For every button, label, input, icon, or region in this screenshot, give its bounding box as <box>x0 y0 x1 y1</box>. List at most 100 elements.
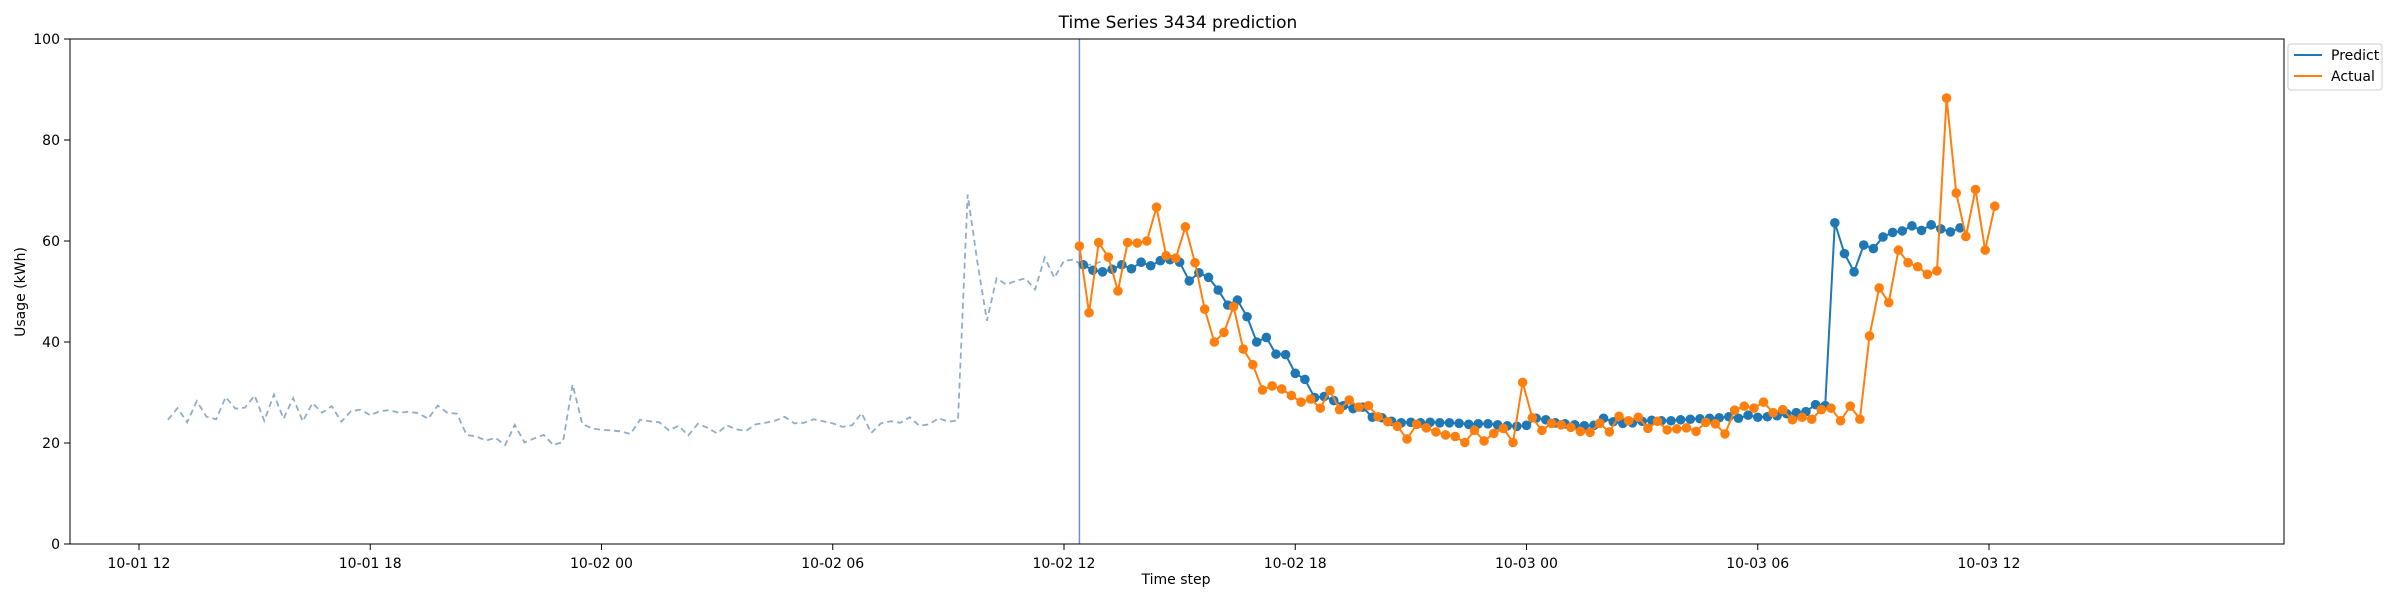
actual-point-21 <box>1276 384 1287 394</box>
predict-point-18 <box>1251 337 1262 347</box>
actual-point-35 <box>1411 419 1422 430</box>
actual-point-41 <box>1469 425 1480 436</box>
actual-point-16 <box>1228 301 1239 312</box>
actual-point-55 <box>1604 427 1615 437</box>
predict-point-80 <box>1849 267 1859 277</box>
predict-point-40 <box>1463 419 1474 430</box>
actual-point-87 <box>1912 261 1923 272</box>
actual-point-3 <box>1103 252 1114 262</box>
legend-actual-label: Actual <box>2331 69 2375 85</box>
x-tick-label-0: 10-01 12 <box>108 556 171 572</box>
actual-point-63 <box>1681 423 1692 433</box>
actual-point-66 <box>1710 419 1721 429</box>
predict-series-group <box>1078 218 1965 432</box>
predict-point-7 <box>1145 260 1156 271</box>
actual-point-11 <box>1180 222 1191 232</box>
actual-point-85 <box>1893 245 1904 255</box>
x-tick-label-5: 10-02 18 <box>1264 556 1327 572</box>
actual-point-6 <box>1132 238 1143 248</box>
actual-point-83 <box>1874 283 1884 293</box>
actual-point-36 <box>1421 423 1432 433</box>
actual-point-67 <box>1720 429 1730 439</box>
series-layer <box>1074 93 2000 448</box>
actual-point-12 <box>1190 257 1200 268</box>
predict-point-63 <box>1685 414 1696 425</box>
actual-point-92 <box>1961 231 1971 242</box>
actual-point-22 <box>1286 390 1297 401</box>
actual-point-2 <box>1093 237 1104 248</box>
actual-series-group <box>1074 93 2000 448</box>
actual-point-31 <box>1373 411 1383 422</box>
predict-point-86 <box>1907 221 1917 231</box>
predict-point-79 <box>1839 248 1850 259</box>
axis-layer: 0 20 40 60 80 100 10-01 12 10-01 18 10-02 00 10-0… <box>33 32 2020 572</box>
history-layer <box>167 39 1103 544</box>
actual-point-20 <box>1267 381 1277 391</box>
actual-point-45 <box>1508 437 1518 448</box>
actual-point-72 <box>1768 407 1778 418</box>
actual-point-26 <box>1325 385 1335 396</box>
y-tick-label-80: 80 <box>42 133 60 149</box>
predict-point-21 <box>1280 349 1291 360</box>
actual-point-40 <box>1460 437 1470 448</box>
actual-point-4 <box>1113 286 1123 296</box>
actual-point-59 <box>1643 423 1653 434</box>
actual-point-44 <box>1498 423 1509 434</box>
predict-point-62 <box>1675 414 1686 425</box>
actual-point-62 <box>1672 424 1682 434</box>
predict-point-89 <box>1936 224 1946 234</box>
actual-point-93 <box>1970 184 1981 195</box>
actual-point-1 <box>1084 307 1094 318</box>
actual-point-89 <box>1932 266 1942 276</box>
actual-point-86 <box>1903 257 1913 268</box>
predict-point-70 <box>1752 412 1763 423</box>
actual-point-90 <box>1941 93 1952 103</box>
y-axis-title: Usage (kWh) <box>13 247 29 337</box>
actual-point-61 <box>1662 425 1672 435</box>
actual-point-42 <box>1479 436 1489 446</box>
actual-point-25 <box>1315 403 1326 413</box>
actual-point-32 <box>1382 416 1393 427</box>
predict-point-42 <box>1483 419 1493 429</box>
actual-point-10 <box>1170 253 1181 263</box>
actual-point-46 <box>1517 377 1528 388</box>
actual-point-77 <box>1816 404 1827 415</box>
actual-point-5 <box>1122 237 1133 248</box>
predict-point-87 <box>1916 225 1927 236</box>
predict-point-88 <box>1926 220 1936 230</box>
actual-point-64 <box>1691 426 1701 437</box>
x-tick-label-7: 10-03 06 <box>1726 556 1789 572</box>
actual-point-29 <box>1354 402 1364 412</box>
predict-point-39 <box>1454 418 1464 429</box>
actual-point-79 <box>1835 415 1846 426</box>
predict-point-2 <box>1097 267 1108 277</box>
actual-point-8 <box>1151 202 1162 212</box>
predict-point-6 <box>1136 257 1146 268</box>
predict-point-19 <box>1261 332 1272 343</box>
actual-point-28 <box>1344 395 1355 405</box>
predict-point-11 <box>1184 276 1195 286</box>
x-axis-title: Time step <box>1141 572 1211 588</box>
actual-point-76 <box>1806 414 1817 425</box>
predict-point-69 <box>1743 410 1753 421</box>
predict-point-14 <box>1213 285 1223 295</box>
y-tick-label-20: 20 <box>42 436 60 452</box>
actual-point-51 <box>1566 422 1576 433</box>
actual-point-73 <box>1778 404 1788 415</box>
y-tick-label-60: 60 <box>42 234 60 250</box>
predict-point-85 <box>1897 226 1908 236</box>
predict-point-81 <box>1858 240 1869 250</box>
actual-point-82 <box>1864 331 1875 341</box>
actual-point-57 <box>1623 415 1634 426</box>
actual-point-60 <box>1652 416 1663 427</box>
actual-point-15 <box>1219 327 1229 338</box>
actual-point-14 <box>1209 337 1220 347</box>
actual-point-74 <box>1787 414 1798 425</box>
predict-point-20 <box>1271 349 1281 359</box>
actual-point-34 <box>1402 434 1412 444</box>
actual-point-65 <box>1700 417 1711 428</box>
x-tick-label-8: 10-03 12 <box>1958 556 2021 572</box>
predict-point-5 <box>1126 263 1137 274</box>
actual-point-24 <box>1305 394 1316 404</box>
